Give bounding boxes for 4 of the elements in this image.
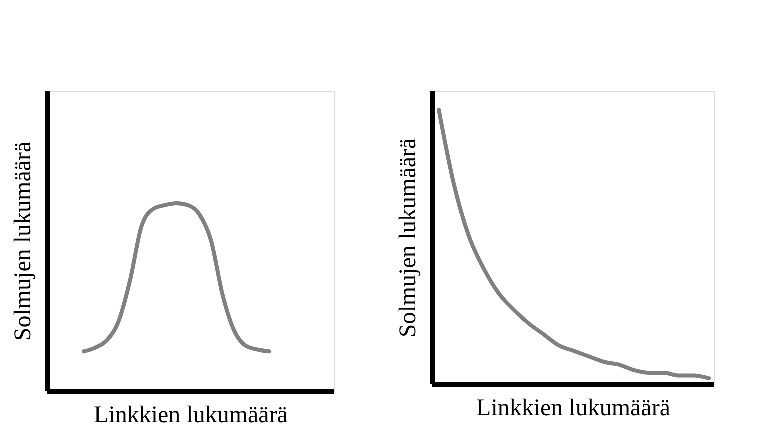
y-axis-title: Solmujen lukumäärä (10, 142, 36, 342)
x-axis-title: Linkkien lukumäärä (94, 402, 288, 428)
x-axis-title: Linkkien lukumäärä (476, 396, 671, 422)
y-axis-title: Solmujen lukumäärä (396, 138, 422, 338)
